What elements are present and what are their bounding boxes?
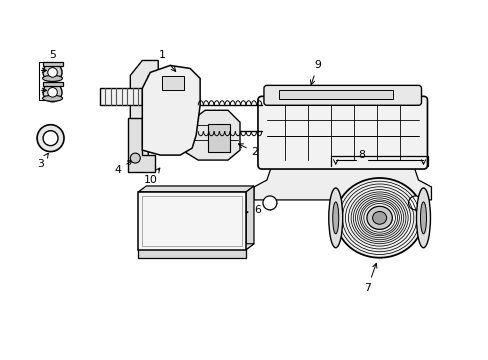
Circle shape xyxy=(130,153,140,163)
Polygon shape xyxy=(142,66,200,155)
Bar xyxy=(142,196,242,246)
Bar xyxy=(162,76,184,90)
Text: 8: 8 xyxy=(358,150,365,160)
Text: 7: 7 xyxy=(364,263,376,293)
FancyBboxPatch shape xyxy=(264,85,421,105)
Polygon shape xyxy=(130,60,158,172)
Bar xyxy=(42,82,62,86)
Ellipse shape xyxy=(420,202,426,234)
Polygon shape xyxy=(100,88,142,105)
Ellipse shape xyxy=(42,75,62,81)
Bar xyxy=(138,192,245,250)
Circle shape xyxy=(43,83,62,102)
Ellipse shape xyxy=(42,95,62,101)
Text: 5: 5 xyxy=(49,50,56,60)
Polygon shape xyxy=(245,186,253,250)
Polygon shape xyxy=(185,110,240,160)
Bar xyxy=(42,62,62,67)
Ellipse shape xyxy=(332,202,338,234)
Circle shape xyxy=(48,87,57,97)
Polygon shape xyxy=(138,244,253,250)
Ellipse shape xyxy=(328,188,342,248)
Text: 2: 2 xyxy=(238,144,258,157)
Ellipse shape xyxy=(335,178,423,258)
Text: 9: 9 xyxy=(310,60,321,85)
Circle shape xyxy=(43,131,58,146)
Polygon shape xyxy=(138,186,253,192)
Text: 1: 1 xyxy=(159,50,175,71)
Ellipse shape xyxy=(372,211,386,224)
Text: 10: 10 xyxy=(143,168,160,185)
Circle shape xyxy=(407,196,422,210)
Ellipse shape xyxy=(366,206,391,229)
FancyBboxPatch shape xyxy=(258,96,427,169)
Polygon shape xyxy=(253,165,430,200)
Ellipse shape xyxy=(416,188,429,248)
Text: 3: 3 xyxy=(37,153,48,169)
Text: 4: 4 xyxy=(115,160,132,175)
Text: 6: 6 xyxy=(223,205,261,217)
Circle shape xyxy=(43,63,62,82)
Bar xyxy=(138,248,245,258)
FancyBboxPatch shape xyxy=(278,90,392,99)
Circle shape xyxy=(37,125,64,152)
Bar xyxy=(208,124,229,152)
Polygon shape xyxy=(128,118,155,172)
Circle shape xyxy=(263,196,276,210)
Circle shape xyxy=(48,68,57,77)
